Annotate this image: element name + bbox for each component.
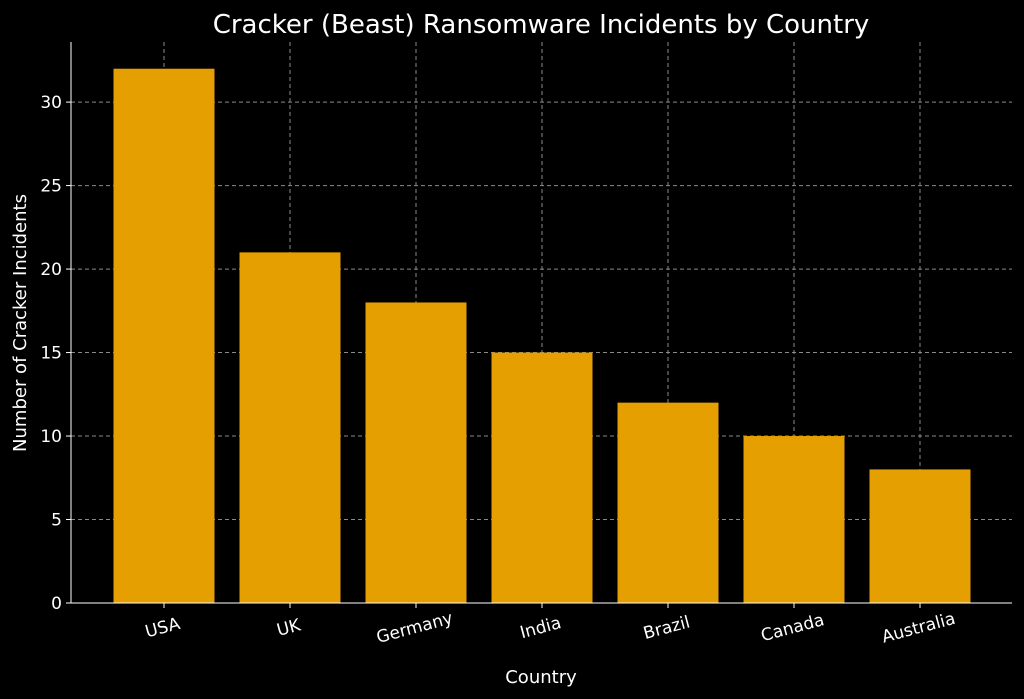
chart-title: Cracker (Beast) Ransomware Incidents by … [213,10,870,40]
y-tick-label: 25 [40,177,62,197]
y-tick-label: 30 [40,93,62,113]
bar-germany [365,302,467,603]
bars [113,68,971,603]
x-tick-label: India [518,613,563,643]
x-axis-label: Country [505,667,577,688]
y-tick-label: 15 [40,344,62,364]
y-tick-label: 20 [40,260,62,280]
y-axis-label: Number of Cracker Incidents [10,194,31,452]
bar-usa [113,68,215,603]
x-tick-label: USA [143,614,183,643]
x-tick-label: Brazil [641,612,692,644]
bar-canada [743,436,845,603]
x-tick-label: UK [275,615,304,641]
bar-brazil [617,402,719,603]
bar-india [491,352,593,603]
x-tick-label: Germany [374,608,455,648]
bar-uk [239,252,341,603]
y-tick-label: 0 [51,594,62,614]
x-tick-label: Australia [880,609,958,648]
x-tick-label: Canada [759,610,827,646]
y-tick-label: 5 [51,511,62,531]
y-tick-label: 10 [40,427,62,447]
bar-australia [869,469,971,603]
